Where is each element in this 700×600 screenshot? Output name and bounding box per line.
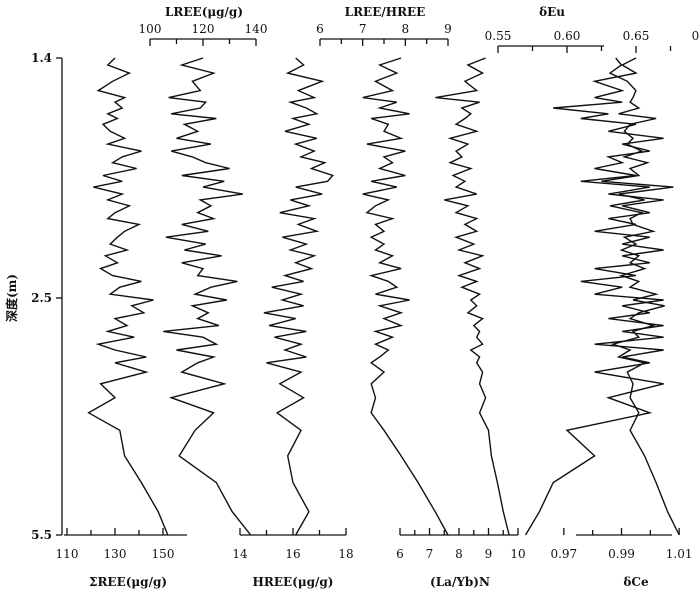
depth-axis: 1.4 2.5 5.5 深度(m) [4,51,63,542]
panel-axis-tick-label: 130 [104,547,127,561]
panel-axis-tick-label: 0.99 [608,547,635,561]
panel-axis-tick-label: 9 [444,22,452,36]
panel-axis-tick-label: 6 [396,547,404,561]
panel-axis-tick-label: 7 [426,547,434,561]
hree-profile-line [263,57,335,536]
panel-axis-tick-label: 18 [338,547,353,561]
panel-axis-tick-label: 150 [152,547,175,561]
hree-axis-title: HREE(μg/g) [253,575,334,589]
la-yb-profile-line [435,57,510,536]
panel-axis-tick-label: 0.55 [485,29,512,43]
lree-axis-title: LREE(μg/g) [165,5,243,19]
panel-axis-tick-label: 0.70 [692,29,700,43]
depth-axis-title: 深度(m) [4,274,19,322]
panel-axis-tick-label: 6 [316,22,324,36]
panel-axis-tick-label: 0.60 [554,29,581,43]
ree-profile-line [87,57,169,536]
panel-axis-tick-label: 0.65 [623,29,650,43]
eu-anomaly-profile-line [524,57,664,536]
panel-axis-tick-label: 140 [245,22,268,36]
depth-tick-label-top: 1.4 [31,51,52,65]
panel-axis-tick-label: 10 [510,547,525,561]
panel-axis-tick-label: 16 [285,547,300,561]
ree-axis-title: ΣREE(μg/g) [89,575,167,589]
panel-axis-tick-label: 0.97 [550,547,577,561]
lree-profile-line [163,57,252,536]
depth-tick-label-mid: 2.5 [31,291,52,305]
panel-axis-tick-label: 9 [485,547,493,561]
ce-anomaly-profile-line [601,57,680,536]
panel-axis-tick-label: 7 [359,22,367,36]
panel-axes: 110 130 150 100 120 140 14 16 18 6 7 8 9 6 7 8 9 10 0.55 0.… [56,22,700,561]
panel-axis-tick-label: 14 [232,547,248,561]
panel-axis-tick-label: 8 [402,22,410,36]
depth-tick-label-bottom: 5.5 [31,528,52,542]
lree-hree-profile-line [362,57,449,536]
panel-axis-tick-label: 110 [56,547,79,561]
panel-axis-tick-label: 8 [455,547,463,561]
panel-axis-tick-label: 1.01 [666,547,693,561]
lree-hree-axis-title: LREE/HREE [345,5,426,19]
eu-anomaly-axis-title: δEu [539,5,565,19]
ce-anomaly-axis-title: δCe [623,575,649,589]
panel-axis-tick-label: 100 [139,22,162,36]
la-yb-axis-title: (La/Yb)N [430,575,490,589]
panel-axis-tick-label: 120 [192,22,215,36]
